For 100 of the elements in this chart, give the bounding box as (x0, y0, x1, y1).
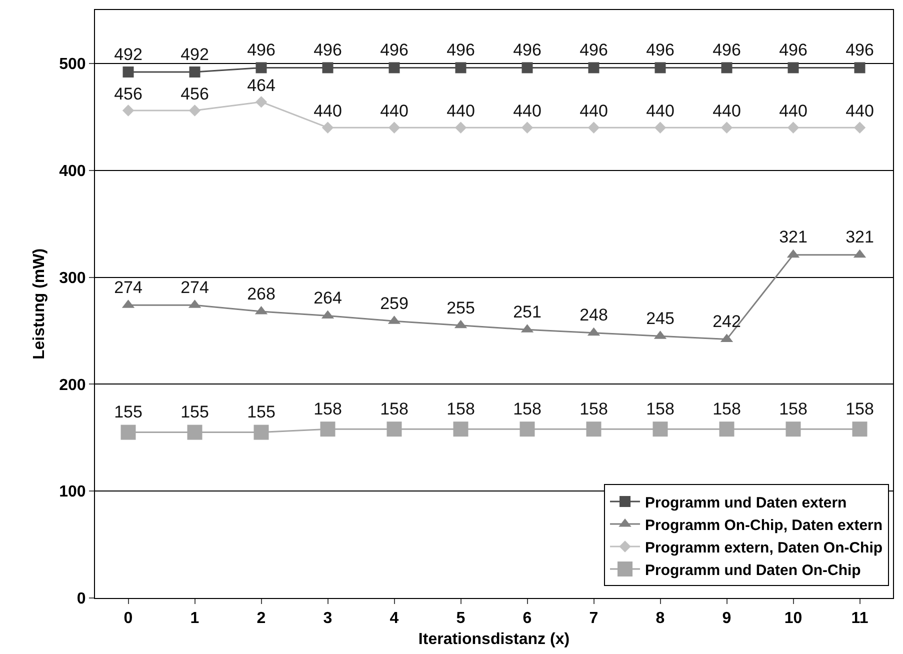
point (255, 96, 268, 108)
x-tick-label: 4 (390, 610, 399, 628)
data-label: 158 (513, 399, 542, 418)
y-tick-label: 400 (59, 162, 86, 180)
data-label: 440 (446, 102, 475, 121)
data-label: 158 (712, 399, 741, 418)
data-label: 496 (314, 40, 342, 60)
point (388, 122, 400, 134)
data-label: 158 (314, 399, 342, 418)
data-label: 321 (846, 228, 874, 247)
x-tick-label: 1 (190, 610, 200, 628)
data-label: 456 (180, 84, 209, 104)
data-label: 440 (646, 102, 674, 121)
x-tick-label: 9 (722, 610, 732, 628)
point (786, 422, 801, 437)
x-tick-label: 0 (124, 610, 133, 628)
legend-label: Programm extern, Daten On-Chip (645, 539, 883, 556)
point (521, 122, 534, 134)
point (788, 62, 799, 74)
point (721, 62, 732, 74)
point (188, 104, 201, 116)
x-tick-label: 3 (323, 610, 332, 628)
point (122, 104, 134, 116)
y-tick-label: 500 (59, 56, 86, 74)
data-label: 440 (513, 102, 542, 121)
x-tick-label: 2 (256, 610, 266, 628)
point (720, 122, 733, 134)
point (189, 66, 200, 78)
data-label: 496 (247, 40, 276, 60)
data-label: 496 (646, 40, 674, 60)
point (854, 62, 866, 74)
data-label: 440 (846, 102, 874, 121)
point (588, 122, 600, 134)
data-label: 155 (114, 402, 142, 422)
data-label: 158 (646, 399, 674, 418)
data-label: 242 (712, 312, 741, 332)
x-tick-label: 10 (784, 610, 802, 628)
data-label: 274 (180, 278, 209, 297)
point (256, 62, 267, 74)
data-label: 158 (580, 399, 608, 418)
data-label: 456 (114, 84, 142, 104)
point (386, 422, 402, 437)
y-tick-label: 200 (59, 376, 86, 394)
x-tick-label: 6 (522, 610, 532, 628)
data-label: 155 (247, 402, 276, 422)
data-label: 268 (247, 284, 276, 304)
data-label: 255 (446, 298, 475, 318)
point (654, 62, 666, 74)
data-label: 158 (846, 399, 874, 418)
legend-label: Programm und Daten extern (645, 494, 847, 512)
data-label: 440 (580, 102, 608, 121)
point (254, 424, 269, 440)
data-label: 496 (446, 40, 475, 60)
data-label: 440 (380, 102, 408, 121)
data-label: 492 (180, 44, 209, 64)
point (320, 422, 336, 437)
point (455, 62, 466, 74)
point (719, 422, 734, 437)
y-tick-label: 100 (59, 484, 86, 501)
y-tick-label: 300 (59, 270, 86, 287)
point (852, 422, 868, 437)
point (453, 422, 468, 437)
data-label: 158 (779, 399, 808, 418)
data-label: 496 (580, 40, 608, 60)
x-tick-label: 7 (589, 610, 598, 628)
data-label: 248 (580, 306, 608, 325)
point (120, 424, 136, 440)
data-label: 274 (114, 278, 142, 297)
point (322, 62, 334, 74)
point (187, 424, 202, 440)
y-axis-title: Leistung (mW) (30, 248, 48, 360)
data-label: 245 (646, 308, 674, 328)
data-label: 440 (712, 102, 741, 121)
data-label: 155 (180, 402, 209, 422)
data-label: 158 (446, 399, 475, 418)
data-label: 440 (779, 102, 808, 121)
data-label: 496 (513, 40, 542, 60)
data-label: 264 (314, 288, 342, 308)
x-tick-label: 11 (851, 610, 868, 628)
point (652, 422, 668, 437)
point (787, 122, 800, 134)
point (322, 122, 334, 134)
point (454, 122, 467, 134)
point (588, 62, 600, 74)
legend-label: Programm und Daten On-Chip (645, 562, 861, 579)
data-label: 492 (114, 44, 142, 64)
data-label: 440 (314, 102, 342, 121)
data-label: 251 (513, 302, 542, 322)
point (654, 122, 666, 134)
x-tick-label: 5 (456, 610, 466, 628)
point (854, 122, 866, 134)
data-label: 496 (846, 40, 874, 60)
data-label: 496 (380, 40, 408, 60)
data-label: 259 (380, 294, 408, 313)
data-label: 496 (712, 40, 741, 60)
point (122, 66, 134, 78)
legend-label: Programm On-Chip, Daten extern (645, 516, 883, 534)
data-label: 158 (380, 399, 408, 418)
point (522, 62, 533, 74)
point (520, 422, 535, 437)
